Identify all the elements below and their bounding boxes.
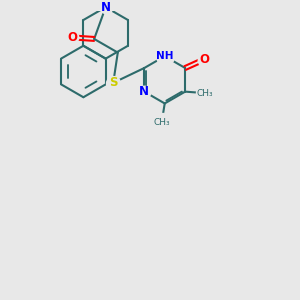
Text: N: N [101,1,111,13]
Text: CH₃: CH₃ [153,118,170,127]
Text: CH₃: CH₃ [196,88,213,98]
Text: O: O [199,53,209,66]
Text: S: S [109,76,118,89]
Text: N: N [139,85,149,98]
Text: NH: NH [156,51,173,61]
Text: O: O [68,31,77,44]
